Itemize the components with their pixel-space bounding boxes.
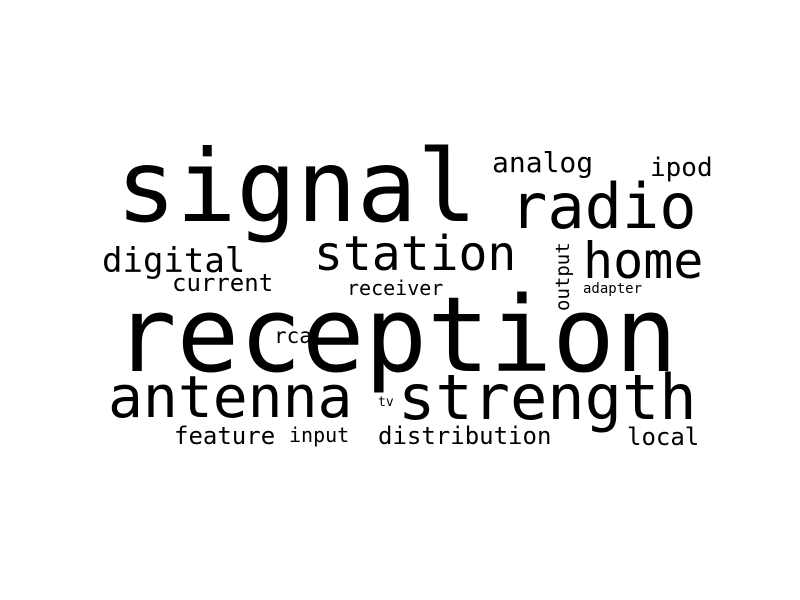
word-home: home xyxy=(583,232,704,290)
word-receiver: receiver xyxy=(347,276,444,300)
word-distribution: distribution xyxy=(378,422,552,450)
word-strength: strength xyxy=(398,361,697,434)
word-rca: rca xyxy=(274,324,312,348)
word-station: station xyxy=(314,226,517,282)
word-antenna: antenna xyxy=(108,363,353,431)
word-adapter: adapter xyxy=(583,281,643,297)
word-radio: radio xyxy=(510,170,697,243)
word-feature: feature xyxy=(174,422,276,450)
word-signal: signal xyxy=(116,128,478,245)
word-output: output xyxy=(552,242,574,311)
word-local: local xyxy=(627,423,700,451)
word-digital: digital xyxy=(102,241,246,281)
word-reception: reception xyxy=(114,274,678,396)
word-input: input xyxy=(289,423,350,447)
word-tv: tv xyxy=(378,395,394,410)
word-ipod: ipod xyxy=(650,153,713,183)
word-current: current xyxy=(172,269,274,297)
word-analog: analog xyxy=(492,146,594,179)
